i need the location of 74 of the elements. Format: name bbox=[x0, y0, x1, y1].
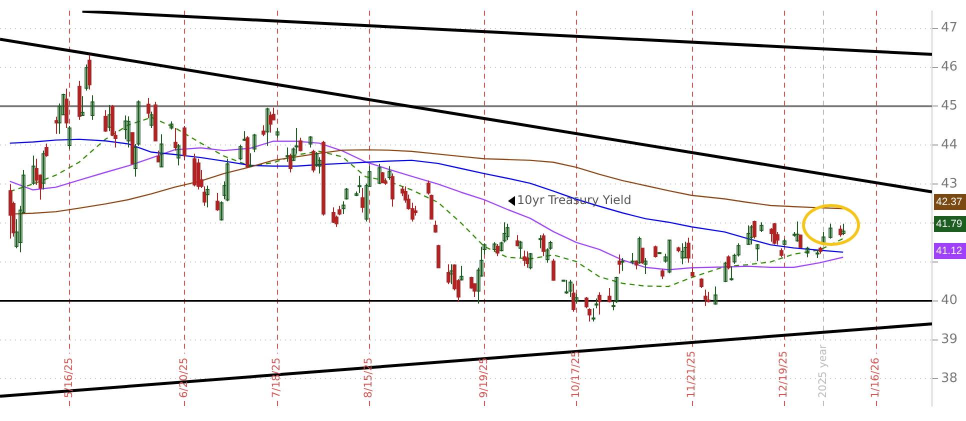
candlestick bbox=[358, 175, 362, 194]
x-tick-label: 7/18/25 bbox=[270, 358, 282, 398]
candlestick bbox=[574, 293, 578, 304]
candlestick bbox=[714, 286, 718, 306]
candlestick bbox=[388, 166, 392, 180]
candlestick bbox=[828, 223, 832, 240]
x-tick-label: 10/17/25 bbox=[570, 350, 582, 398]
candlestick bbox=[68, 126, 72, 150]
candlestick bbox=[378, 163, 382, 185]
candlestick bbox=[592, 308, 596, 322]
candlestick bbox=[266, 107, 270, 146]
candlestick bbox=[84, 64, 88, 92]
x-tick-label: 11/21/25 bbox=[685, 350, 698, 398]
x-tick-label: 9/19/25 bbox=[478, 358, 490, 398]
candlestick bbox=[594, 298, 598, 309]
candlestick bbox=[760, 222, 764, 232]
candlestick bbox=[90, 94, 94, 120]
candlestick bbox=[528, 252, 532, 270]
candlestick bbox=[680, 242, 684, 265]
y-tick-label: 40 bbox=[941, 293, 958, 308]
candlestick bbox=[620, 258, 624, 272]
candlestick bbox=[842, 223, 846, 236]
candlestick bbox=[42, 150, 46, 190]
y-tick-label: 38 bbox=[941, 371, 958, 386]
candlestick bbox=[730, 266, 734, 282]
text: 41.79 bbox=[936, 218, 962, 230]
text: 41.12 bbox=[936, 244, 962, 257]
candlestick bbox=[206, 185, 210, 208]
candlestick bbox=[238, 144, 242, 161]
candlestick bbox=[796, 220, 800, 242]
y-tick-label: 44 bbox=[941, 138, 958, 153]
candlestick bbox=[668, 239, 672, 274]
candlestick bbox=[226, 158, 230, 202]
x-tick-label: 8/15/25 bbox=[362, 358, 375, 398]
candlestick bbox=[756, 244, 760, 262]
x-tick-label: 2025 year bbox=[817, 344, 830, 398]
candlestick bbox=[564, 279, 568, 294]
candlestick bbox=[126, 116, 130, 148]
candlestick bbox=[638, 236, 642, 264]
x-tick-label: 1/16/26 bbox=[870, 357, 882, 398]
x-tick-label: 5/16/25 bbox=[62, 358, 75, 398]
x-tick-label: 6/20/25 bbox=[178, 358, 190, 398]
candlestick bbox=[308, 136, 312, 148]
candlestick bbox=[80, 96, 84, 116]
candlestick bbox=[806, 246, 810, 258]
y-tick-label: 47 bbox=[941, 20, 958, 36]
candlestick bbox=[342, 200, 346, 215]
candlestick bbox=[518, 240, 522, 259]
candlestick bbox=[220, 200, 224, 222]
candlestick bbox=[176, 143, 180, 166]
candlestick bbox=[248, 152, 252, 168]
candlestick bbox=[160, 134, 164, 168]
text: 42.37 bbox=[936, 196, 962, 208]
candlestick bbox=[344, 187, 348, 200]
y-tick-label: 43 bbox=[941, 176, 958, 192]
candlestick bbox=[746, 224, 750, 246]
candlestick bbox=[252, 133, 256, 153]
candlestick bbox=[460, 265, 464, 282]
candlestick bbox=[644, 258, 648, 275]
candlestick bbox=[506, 223, 510, 241]
y-tick-label: 39 bbox=[941, 332, 958, 348]
x-tick-label: 12/19/25 bbox=[778, 350, 790, 398]
candlestick bbox=[450, 264, 454, 285]
candlestick bbox=[32, 155, 36, 186]
candlestick bbox=[568, 279, 572, 298]
y-tick-label: 46 bbox=[941, 60, 958, 75]
y-tick-label: 45 bbox=[941, 98, 958, 114]
candlestick bbox=[724, 261, 728, 283]
candlestick bbox=[492, 242, 496, 252]
candlestick bbox=[108, 104, 112, 132]
candlestick bbox=[276, 127, 280, 138]
candlestick bbox=[150, 111, 154, 128]
candlestick bbox=[630, 252, 634, 265]
candlestick bbox=[750, 224, 754, 245]
